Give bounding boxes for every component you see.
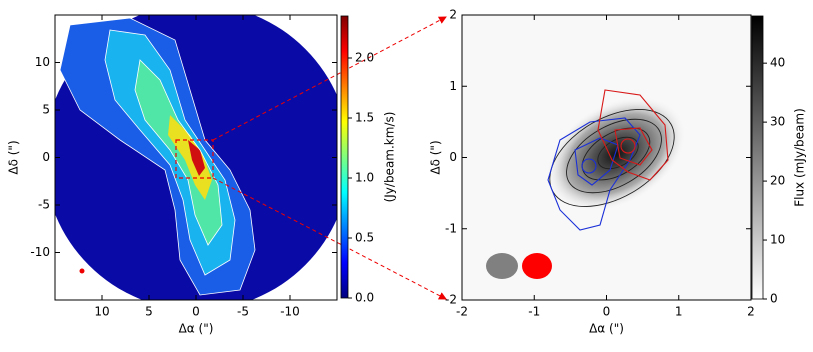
colorbar-tick-label: 2.0 bbox=[355, 51, 374, 65]
colorbar bbox=[340, 15, 349, 299]
colorbar-tick-label: 0.5 bbox=[355, 231, 374, 245]
x-tick-label: -5 bbox=[237, 305, 249, 319]
zoom-arrow bbox=[212, 16, 447, 141]
x-tick-label: -2 bbox=[456, 305, 468, 319]
y-tick-label: 5 bbox=[42, 103, 50, 117]
y-tick-label: 1 bbox=[449, 79, 457, 93]
x-tick-label: -10 bbox=[280, 305, 300, 319]
left-map bbox=[55, 15, 337, 300]
colorbar-tick-label: 0.0 bbox=[355, 291, 374, 305]
colorbar-tick-label: 40 bbox=[770, 56, 785, 70]
y-axis-label: Δδ (") bbox=[7, 140, 21, 174]
colorbar-tick-label: 20 bbox=[770, 174, 785, 188]
zoom-box bbox=[175, 139, 214, 179]
y-tick-label: -10 bbox=[30, 245, 50, 259]
colorbar-label: (Jy/beam.km/s) bbox=[383, 112, 397, 203]
colorbar-tick-label: 30 bbox=[770, 115, 785, 129]
y-axis-label: Δδ (") bbox=[429, 140, 443, 174]
y-tick-label: 0 bbox=[42, 150, 50, 164]
colorbar-tick-label: 10 bbox=[770, 233, 785, 247]
right-map bbox=[462, 15, 751, 300]
x-tick-label: -1 bbox=[528, 305, 540, 319]
y-tick-label: 0 bbox=[449, 150, 457, 164]
colorbar-tick-label: 1.0 bbox=[355, 171, 374, 185]
colorbar bbox=[751, 15, 764, 300]
zoom-arrow bbox=[212, 177, 447, 300]
x-tick-label: 0 bbox=[192, 305, 200, 319]
x-tick-label: 2 bbox=[747, 305, 755, 319]
y-tick-label: -1 bbox=[445, 221, 457, 235]
x-axis-label: Δα (") bbox=[179, 322, 214, 336]
colorbar-tick-label: 1.5 bbox=[355, 111, 374, 125]
y-tick-label: 2 bbox=[449, 8, 457, 22]
y-tick-label: 10 bbox=[35, 55, 50, 69]
y-tick-label: -2 bbox=[445, 293, 457, 307]
x-tick-label: 10 bbox=[94, 305, 109, 319]
colorbar-label: Flux (mJy/beam) bbox=[793, 108, 807, 207]
colorbar-tick-label: 0 bbox=[770, 292, 778, 306]
x-tick-label: 0 bbox=[603, 305, 611, 319]
x-tick-label: 1 bbox=[675, 305, 683, 319]
x-tick-label: 5 bbox=[145, 305, 153, 319]
y-tick-label: -5 bbox=[38, 198, 50, 212]
x-axis-label: Δα (") bbox=[589, 322, 624, 336]
